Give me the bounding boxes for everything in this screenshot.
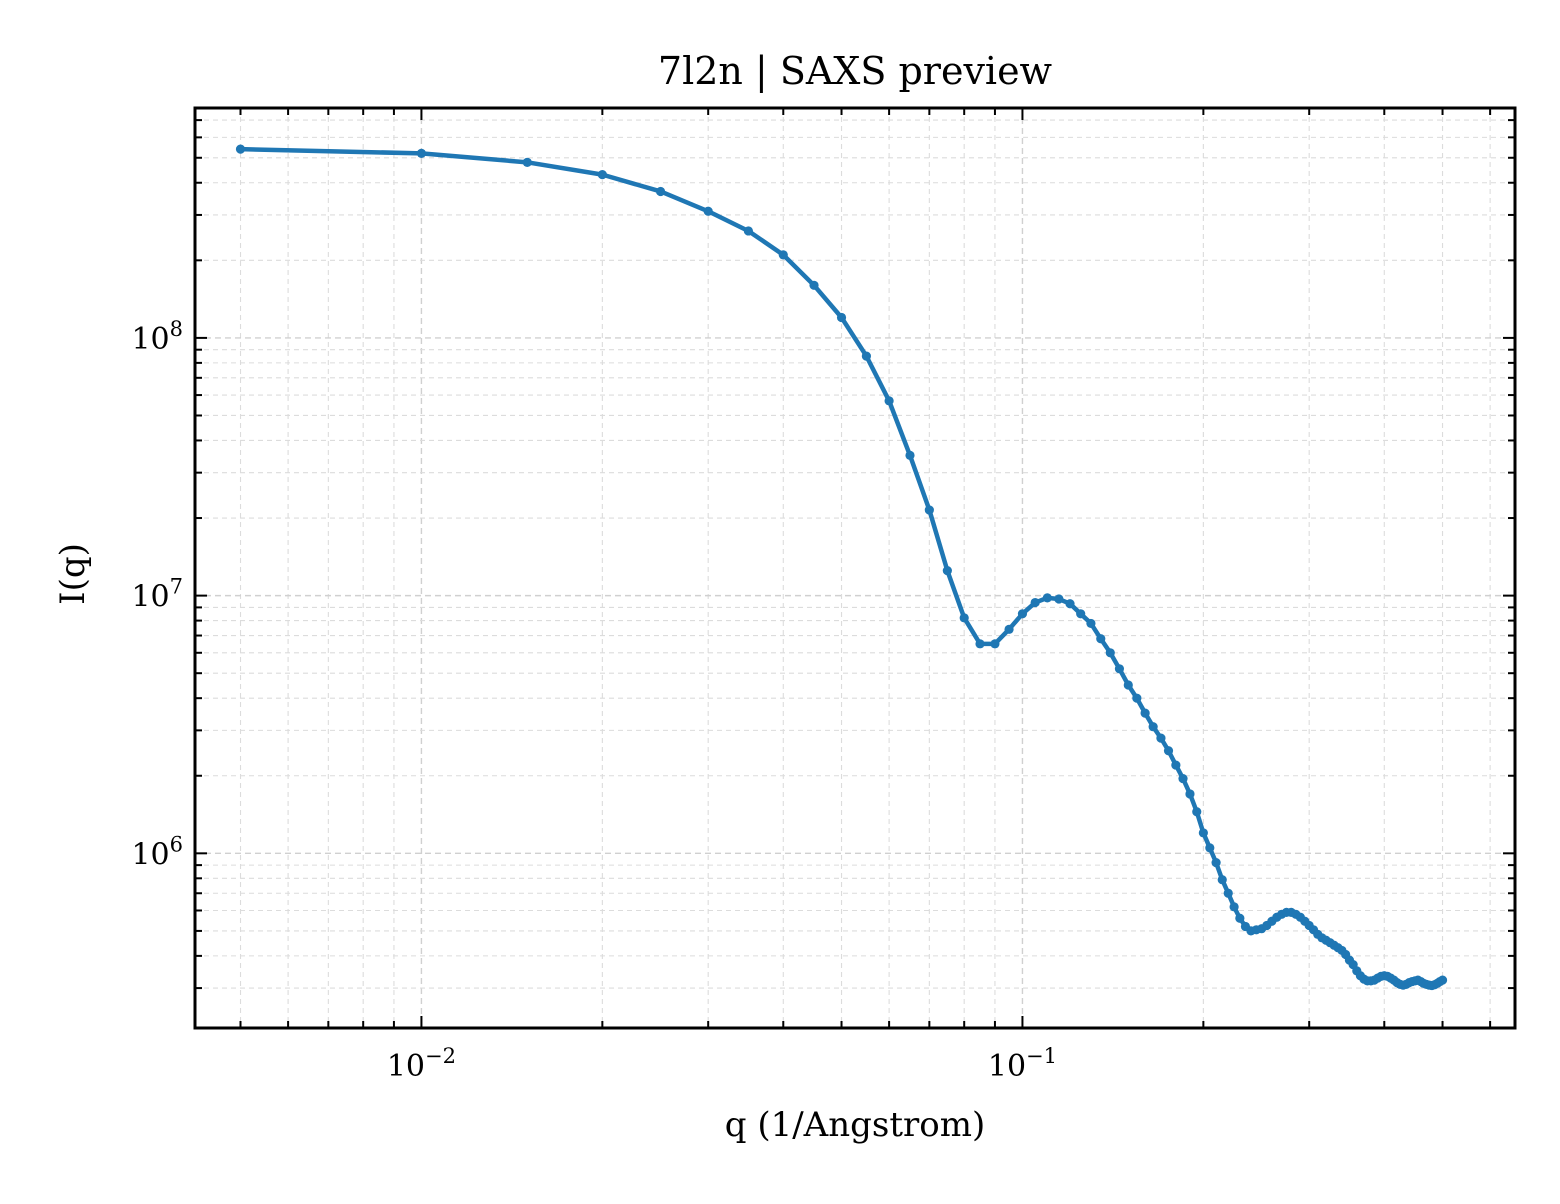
data-point bbox=[1229, 902, 1239, 912]
x-tick-label: 10−2 bbox=[387, 1044, 456, 1084]
data-point bbox=[1178, 773, 1188, 784]
data-point bbox=[1156, 733, 1166, 743]
data-point bbox=[1042, 593, 1052, 603]
series-layer bbox=[235, 144, 1448, 991]
data-point bbox=[884, 396, 894, 406]
data-point bbox=[655, 186, 666, 197]
data-point bbox=[1198, 828, 1208, 838]
data-point bbox=[836, 312, 847, 323]
data-point bbox=[235, 144, 246, 154]
grid-layer bbox=[195, 108, 1515, 1028]
data-point bbox=[703, 206, 713, 216]
data-point bbox=[1140, 708, 1150, 718]
data-point bbox=[1065, 599, 1075, 609]
y-axis-label: I(q) bbox=[53, 543, 93, 605]
data-point bbox=[990, 639, 1000, 649]
data-point bbox=[1004, 624, 1014, 634]
data-point bbox=[1105, 648, 1115, 658]
data-point bbox=[1211, 858, 1221, 868]
plot-frame bbox=[193, 106, 1517, 1030]
data-point bbox=[1437, 975, 1448, 985]
data-point bbox=[1217, 875, 1227, 885]
data-point bbox=[522, 157, 532, 167]
data-point bbox=[924, 505, 934, 515]
data-point bbox=[1205, 843, 1215, 853]
y-tick-label: 107 bbox=[131, 575, 183, 615]
data-point bbox=[1114, 664, 1125, 674]
data-point bbox=[1123, 680, 1133, 690]
y-tick-label: 108 bbox=[131, 317, 183, 357]
data-point bbox=[1076, 609, 1086, 619]
data-point bbox=[778, 250, 788, 260]
data-point bbox=[861, 351, 871, 361]
data-point bbox=[1148, 722, 1158, 732]
data-point bbox=[1017, 609, 1028, 619]
data-point bbox=[597, 170, 607, 180]
x-axis-label: q (1/Angstrom) bbox=[725, 1105, 985, 1145]
data-point bbox=[942, 566, 952, 576]
data-point bbox=[975, 639, 985, 649]
data-point bbox=[1223, 888, 1233, 898]
data-point bbox=[1171, 760, 1181, 770]
data-point bbox=[1185, 789, 1195, 799]
x-tick-label: 10−1 bbox=[988, 1044, 1057, 1084]
data-point bbox=[959, 613, 969, 623]
y-tick-label: 106 bbox=[131, 832, 183, 872]
data-point bbox=[1096, 634, 1106, 644]
tick-layer: 10−2 10−1 106 107 108 bbox=[131, 108, 1515, 1084]
data-point bbox=[416, 148, 427, 158]
data-point bbox=[743, 226, 754, 236]
data-point bbox=[1030, 597, 1040, 608]
data-point bbox=[1086, 618, 1096, 629]
data-point bbox=[1132, 693, 1142, 703]
data-point bbox=[1163, 746, 1174, 756]
chart-title: 7l2n | SAXS preview bbox=[658, 49, 1053, 93]
data-point bbox=[905, 450, 915, 461]
data-point bbox=[1054, 594, 1064, 604]
data-point bbox=[1235, 913, 1245, 923]
data-point bbox=[1192, 807, 1202, 817]
data-point bbox=[809, 280, 819, 290]
